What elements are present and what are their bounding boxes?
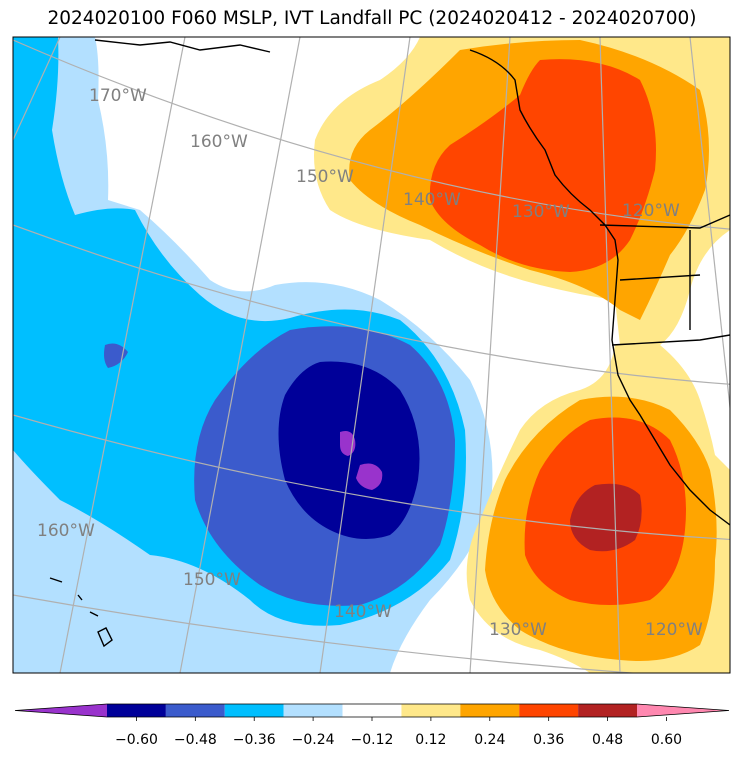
colorbar-tick-label: 0.24 — [474, 732, 505, 748]
lon-label-150w-north: 150°W — [296, 167, 354, 187]
colorbar-segment — [283, 704, 343, 717]
colorbar-extend-high — [637, 704, 729, 717]
colorbar-tick-label: −0.48 — [174, 732, 217, 748]
colorbar-tick-label: −0.24 — [292, 732, 335, 748]
coastlines — [49, 39, 730, 648]
colorbar-segment — [460, 704, 520, 717]
colorbar-segment — [519, 704, 579, 717]
colorbar: −0.60 −0.48 −0.36 −0.24 −0.12 0.12 0.24 0.36 0.4… — [14, 703, 730, 748]
colorbar-tick-label: −0.60 — [115, 732, 158, 748]
longitude-labels: 170°W 160°W 150°W 140°W 130°W 120°W 160°… — [37, 86, 703, 640]
colorbar-tick-label: 0.12 — [415, 732, 446, 748]
colorbar-segment — [342, 704, 402, 717]
lon-label-150w-south: 150°W — [183, 570, 241, 590]
contour-neg-012b — [104, 343, 128, 368]
colorbar-segment — [578, 704, 637, 717]
colorbar-segments — [14, 703, 730, 718]
colorbar-ticks: −0.60 −0.48 −0.36 −0.24 −0.12 0.12 0.24 0.36 0.4… — [115, 717, 682, 748]
lon-label-140w-south: 140°W — [334, 602, 392, 622]
lon-label-120w-south: 120°W — [645, 620, 703, 640]
colorbar-outline — [14, 703, 730, 718]
graticule — [13, 37, 730, 673]
lon-label-140w-north: 140°W — [403, 190, 461, 210]
colorbar-segment — [165, 704, 225, 717]
map-title: 2024020100 F060 MSLP, IVT Landfall PC (2… — [47, 8, 697, 29]
colorbar-tick-label: −0.12 — [351, 732, 394, 748]
colorbar-tick-label: −0.36 — [233, 732, 276, 748]
lon-label-130w-south: 130°W — [489, 620, 547, 640]
colorbar-extend-low — [15, 704, 107, 717]
lon-label-170w-north: 170°W — [89, 86, 147, 106]
contour-pos-048s — [570, 483, 642, 552]
lon-label-160w-south: 160°W — [37, 521, 95, 541]
map-frame — [12, 36, 731, 674]
colorbar-tick-label: 0.36 — [533, 732, 564, 748]
colorbar-tick-label: 0.48 — [592, 732, 623, 748]
contour-neg-060 — [340, 431, 383, 490]
colorbar-segment — [107, 704, 166, 717]
map-plot: 170°W 160°W 150°W 140°W 130°W 120°W 160°… — [12, 36, 731, 674]
colorbar-tick-label: 0.60 — [651, 732, 682, 748]
lon-label-120w-north: 120°W — [622, 201, 680, 221]
ivt-contours — [13, 37, 730, 673]
lon-label-130w-north: 130°W — [512, 202, 570, 222]
lon-label-160w-north: 160°W — [190, 132, 248, 152]
colorbar-segment — [401, 704, 461, 717]
colorbar-segment — [224, 704, 284, 717]
